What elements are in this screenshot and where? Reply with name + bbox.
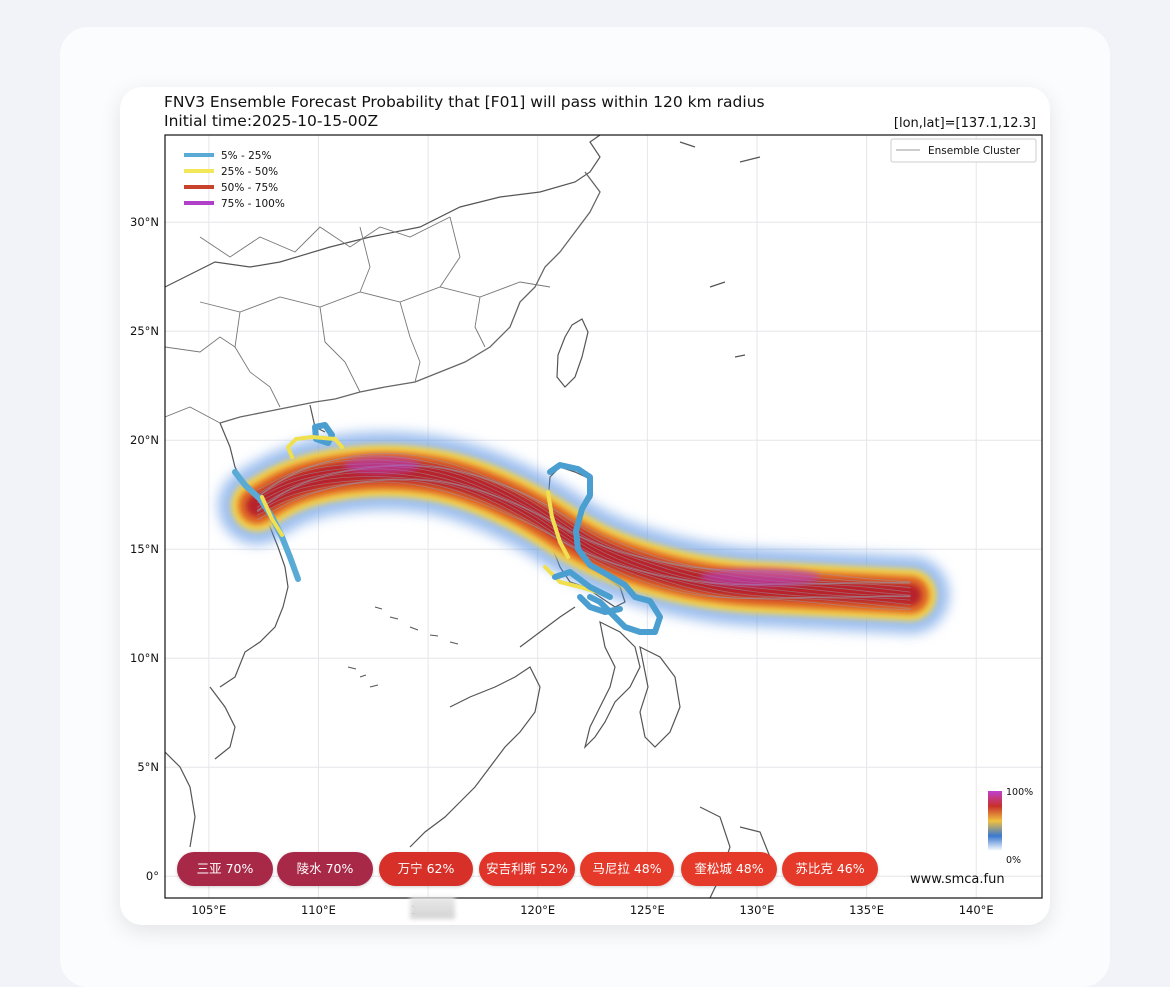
lat-tick-label: 30°N xyxy=(130,215,159,229)
colorbar-top-label: 100% xyxy=(1006,787,1033,798)
city-probability-pill[interactable]: 马尼拉 48% xyxy=(580,852,674,886)
lon-tick-label: 105°E xyxy=(191,903,226,917)
legend-label: 75% - 100% xyxy=(221,198,285,210)
lat-tick-label: 10°N xyxy=(130,651,159,665)
city-probability-pill[interactable]: 安吉利斯 52% xyxy=(479,852,575,886)
land-probability-outlines xyxy=(232,422,663,635)
lat-tick-label: 20°N xyxy=(130,433,159,447)
city-probability-pill[interactable]: 奎松城 48% xyxy=(681,852,777,886)
city-probability-pill[interactable]: 苏比克 46% xyxy=(782,852,878,886)
lon-tick-label: 120°E xyxy=(520,903,555,917)
colorbar-bottom-label: 0% xyxy=(1006,855,1021,866)
ensemble-member-track xyxy=(256,481,911,611)
map-title: FNV3 Ensemble Forecast Probability that … xyxy=(164,93,765,111)
lat-tick-label: 5°N xyxy=(137,760,159,774)
lon-tick-label: 125°E xyxy=(630,903,665,917)
legend-label: 50% - 75% xyxy=(221,182,278,194)
lat-tick-label: 25°N xyxy=(130,324,159,338)
legend-label: 25% - 50% xyxy=(221,166,278,178)
forecast-map[interactable]: 5% - 25% 25% - 50% 50% - 75% 75% - 100% Ens… xyxy=(120,87,1050,925)
obscured-label xyxy=(410,897,455,919)
legend-label: 5% - 25% xyxy=(221,150,271,162)
lon-tick-label: 135°E xyxy=(849,903,884,917)
lon-tick-label: 140°E xyxy=(959,903,994,917)
city-probability-pill[interactable]: 陵水 70% xyxy=(277,852,373,886)
lon-tick-label: 110°E xyxy=(301,903,336,917)
colorbar: 100% 0% xyxy=(988,787,1033,866)
forecast-card: FNV3 Ensemble Forecast Probability that … xyxy=(120,87,1050,925)
city-probability-pill[interactable]: 万宁 62% xyxy=(379,852,473,886)
plot-frame xyxy=(164,134,1043,899)
watermark: www.smca.fun xyxy=(910,872,1005,887)
ensemble-member-track xyxy=(256,478,911,601)
lat-tick-label: 15°N xyxy=(130,542,159,556)
coastlines xyxy=(165,135,771,898)
lat-tick-label: 0° xyxy=(146,869,159,883)
probability-legend: 5% - 25% 25% - 50% 50% - 75% 75% - 100% xyxy=(184,150,285,210)
ensemble-cluster-legend: Ensemble Cluster xyxy=(890,138,1037,163)
ensemble-cluster-label: Ensemble Cluster xyxy=(928,145,1021,157)
city-probability-pill[interactable]: 三亚 70% xyxy=(177,852,273,886)
initial-time: Initial time:2025-10-15-00Z xyxy=(164,112,379,130)
lon-tick-label: 130°E xyxy=(739,903,774,917)
coordinate-readout: [lon,lat]=[137.1,12.3] xyxy=(893,116,1036,131)
